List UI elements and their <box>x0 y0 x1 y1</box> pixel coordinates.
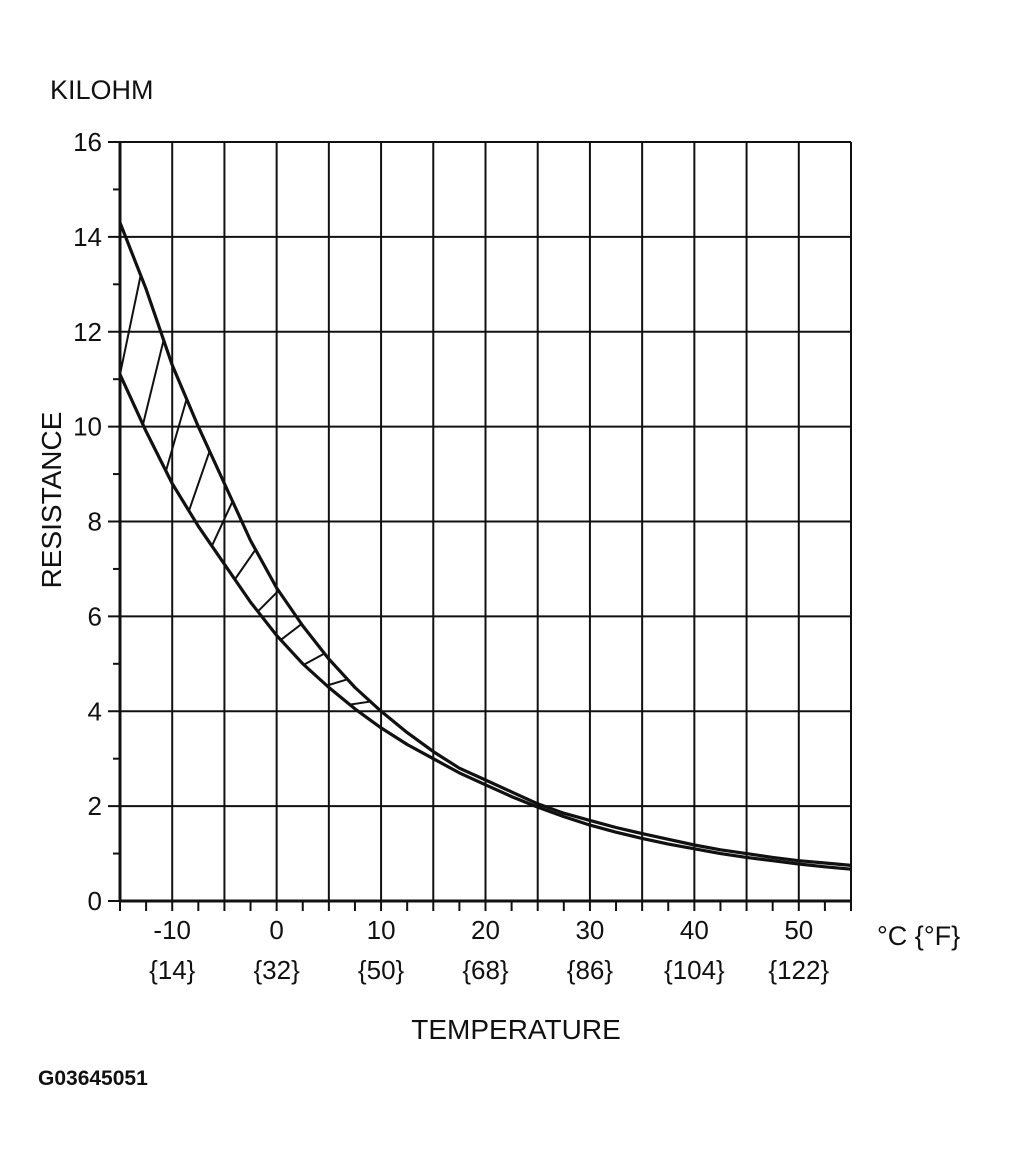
x-tick-label: 30 <box>575 915 604 945</box>
x-axis-title: TEMPERATURE <box>411 1014 621 1045</box>
hatch-line <box>326 678 348 687</box>
x-tick-label-fahrenheit: {86} <box>567 955 614 985</box>
hatch-line <box>280 623 303 641</box>
x-tick-label-fahrenheit: {104} <box>664 955 725 985</box>
x-tick-label: -10 <box>153 915 191 945</box>
y-tick-label: 16 <box>73 127 102 157</box>
hatch-line <box>257 589 280 613</box>
y-axis-title: RESISTANCE <box>36 412 67 589</box>
x-tick-label-fahrenheit: {32} <box>253 955 300 985</box>
y-tick-label: 4 <box>88 696 102 726</box>
hatch-line <box>164 398 188 472</box>
axis-layer <box>108 141 852 911</box>
hatch-line <box>142 339 165 425</box>
figure-id: G03645051 <box>38 1067 148 1090</box>
x-unit-label: °C {°F} <box>877 921 960 951</box>
y-tick-label: 12 <box>73 317 102 347</box>
hatch-line <box>119 275 142 375</box>
x-tick-label: 20 <box>471 915 500 945</box>
x-tick-label: 40 <box>680 915 709 945</box>
y-unit-label: KILOHM <box>50 75 154 105</box>
x-tick-label-fahrenheit: {14} <box>149 955 196 985</box>
y-tick-label: 2 <box>88 791 102 821</box>
y-tick-label: 10 <box>73 412 102 442</box>
y-tick-label: 14 <box>73 222 102 252</box>
hatch-line <box>187 450 211 512</box>
x-tick-label-fahrenheit: {68} <box>462 955 509 985</box>
hatch-layer <box>119 275 371 706</box>
x-tick-label-fahrenheit: {50} <box>358 955 405 985</box>
grid-layer <box>120 141 851 901</box>
y-tick-label: 0 <box>88 886 102 916</box>
label-layer: KILOHM RESISTANCE TEMPERATURE °C {°F} G0… <box>36 75 960 1090</box>
hatch-line <box>349 700 371 706</box>
x-tick-label: 50 <box>784 915 813 945</box>
lower-bound-curve <box>118 373 852 871</box>
x-tick-label-fahrenheit: {122} <box>768 955 829 985</box>
hatch-line <box>210 500 234 547</box>
upper-bound-curve <box>118 222 852 867</box>
y-tick-label: 8 <box>88 507 102 537</box>
y-tick-label: 6 <box>88 601 102 631</box>
x-tick-label: 10 <box>367 915 396 945</box>
hatch-line <box>303 652 325 666</box>
hatch-line <box>234 549 257 580</box>
curve-layer <box>118 222 852 871</box>
x-tick-label: 0 <box>269 915 283 945</box>
tick-label-layer: 0 2 4 6 8 10 12 14 16 -10 {14} 0 {32} 10 {50} 20 {68} 30 {… <box>73 127 829 985</box>
